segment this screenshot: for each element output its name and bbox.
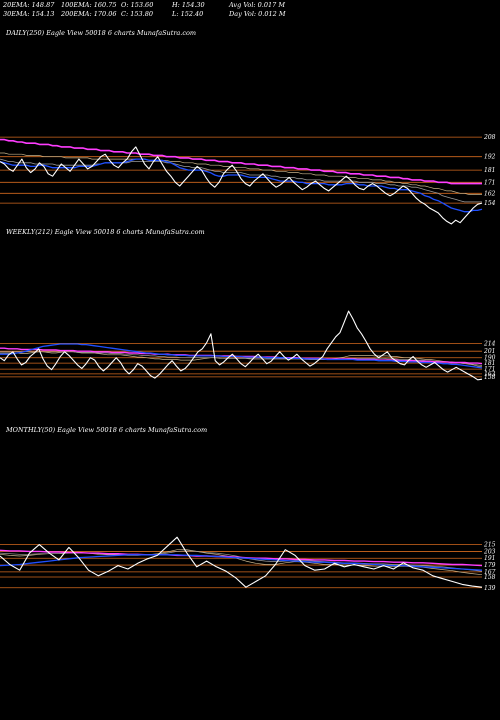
daily-y-tick-label: 171 [484,179,495,186]
weekly-ema-b-line [0,351,483,366]
ema100-readout: 100EMA: 160.75 [61,1,117,9]
daily-y-tick-label: 181 [484,167,495,174]
daily-ema20-line [0,158,483,213]
close-readout: C: 153.80 [121,10,153,18]
weekly-y-tick-label: 181 [484,360,495,367]
monthly-panel-title: MONTHLY(50) Eagle View 50018 6 charts Mu… [6,426,208,434]
daily-panel-title: DAILY(250) Eagle View 50018 6 charts Mun… [6,29,197,37]
monthly-y-tick-label: 191 [484,555,495,562]
weekly-y-tick-label: 190 [484,355,496,362]
weekly-y-tick-label: 163 [484,371,496,378]
daily-price-line [0,146,483,225]
monthly-y-tick-label: 158 [484,574,496,581]
monthly-ema-blue-line [0,554,483,571]
weekly-y-tick-label: 158 [484,374,496,381]
weekly-ema-blue-line [0,343,483,369]
daily-y-tick-label: 162 [484,190,496,197]
low-readout: L: 152.40 [172,10,204,18]
monthly-price-line [0,536,483,588]
ema20-readout: 20EMA: 148.87 [3,1,55,9]
monthly-y-tick-label: 179 [484,562,496,569]
weekly-y-tick-label: 171 [484,366,495,373]
daily-ema100-line [0,152,482,195]
monthly-y-tick-label: 139 [484,585,496,592]
daily-chart: 208 192 181 171 162 154 [0,134,496,225]
weekly-y-tick-label: 214 [483,340,496,347]
weekly-panel-title: WEEKLY(212) Eagle View 50018 6 charts Mu… [6,228,205,236]
monthly-ema-b-line [0,550,483,572]
daily-y-tick-label: 154 [484,200,496,207]
daily-y-tick-label: 208 [483,134,496,141]
ema200-readout: 200EMA: 170.06 [61,10,117,18]
open-readout: O: 153.60 [121,1,154,9]
ema30-readout: 30EMA: 154.13 [3,10,55,18]
daily-ema30-line [0,158,482,203]
weekly-y-tick-label: 201 [483,348,495,355]
indicator-header: 20EMA: 148.87 30EMA: 154.13 100EMA: 160.… [0,0,500,20]
day-volume-readout: Day Vol: 0.012 M [229,10,286,18]
monthly-y-tick-label: 203 [483,548,496,555]
monthly-y-tick-label: 215 [483,542,496,549]
high-readout: H: 154.30 [172,1,205,9]
avg-volume-readout: Avg Vol: 0.017 M [229,1,286,9]
monthly-y-tick-label: 167 [484,569,496,576]
daily-y-tick-label: 192 [484,154,496,161]
daily-ema200-line [0,138,482,185]
weekly-price-line [0,310,483,381]
